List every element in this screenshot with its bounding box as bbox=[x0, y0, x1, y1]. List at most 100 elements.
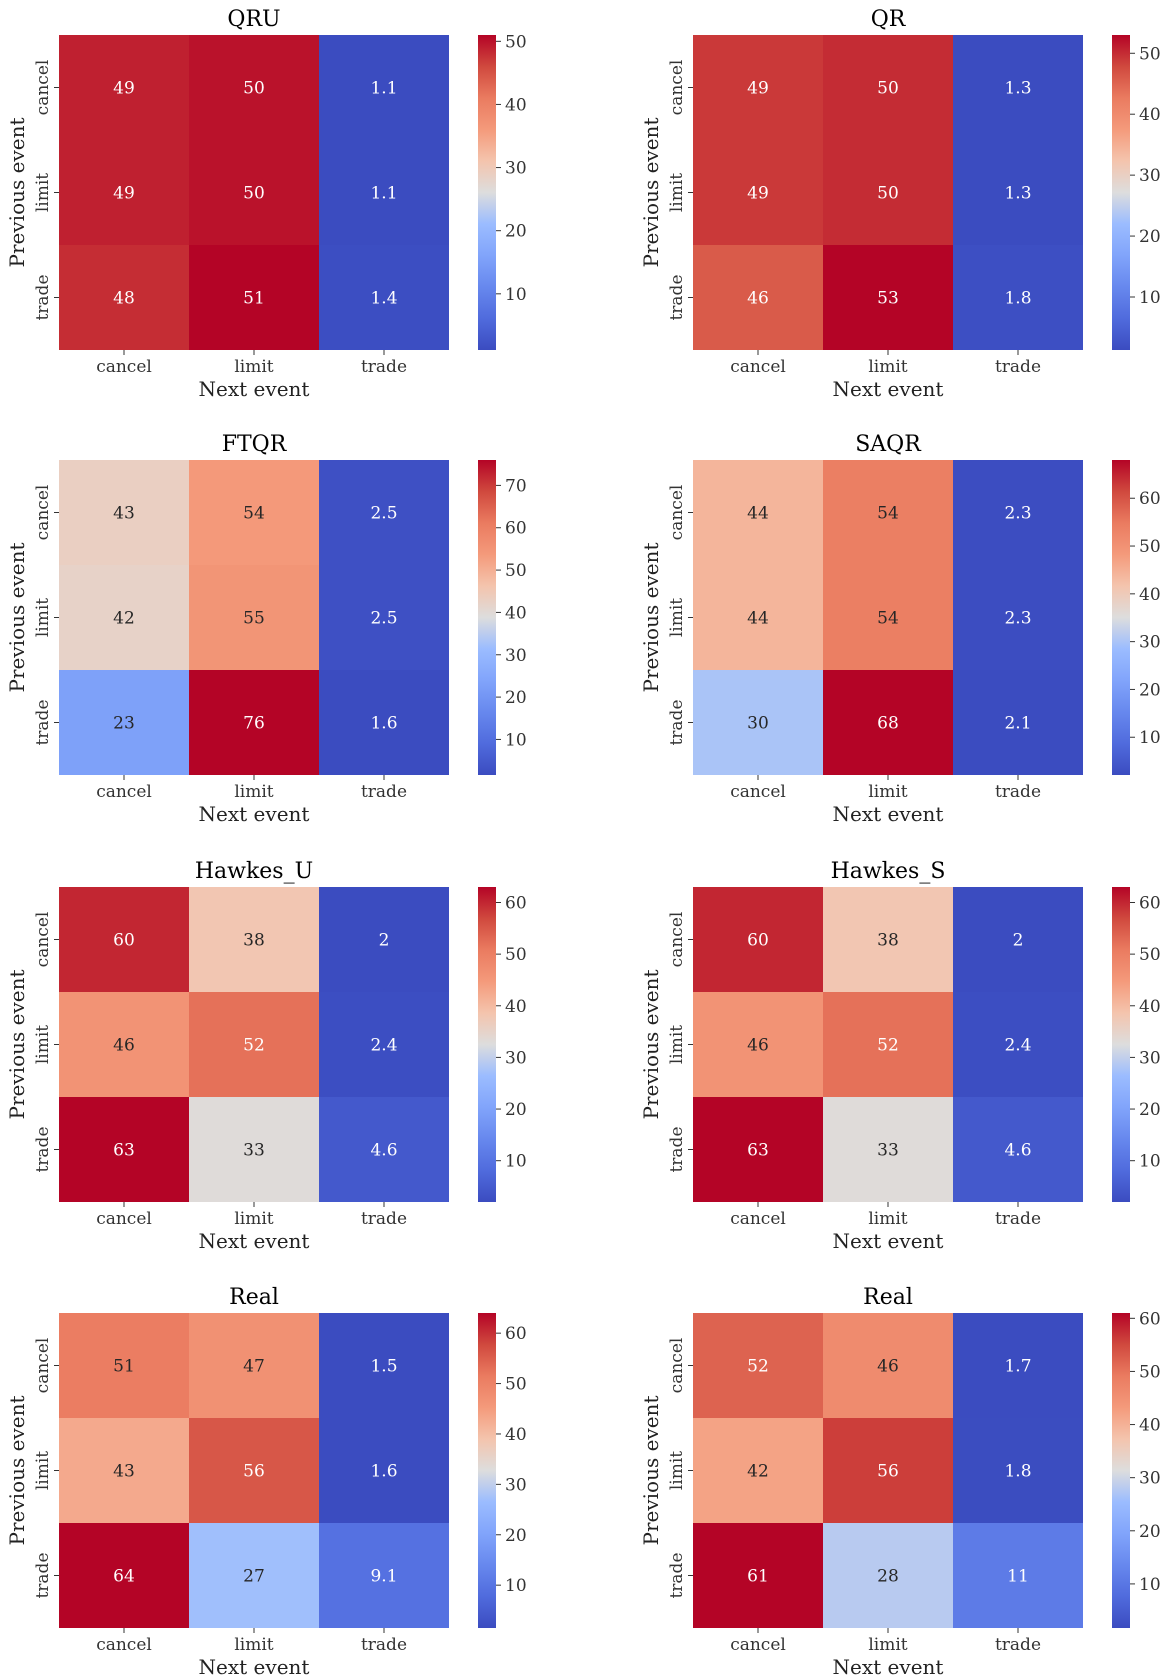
x-axis-label: Next event bbox=[833, 377, 944, 401]
cell-label: 48 bbox=[113, 289, 135, 309]
colorbar-tick-label: 20 bbox=[505, 688, 527, 708]
y-tick-label: limit bbox=[33, 1025, 53, 1064]
colorbar-tick-label: 20 bbox=[505, 222, 527, 242]
x-tick-label: limit bbox=[234, 1635, 273, 1655]
x-tick-label: trade bbox=[361, 1209, 407, 1229]
y-tick-label: cancel bbox=[33, 912, 53, 968]
cell-label: 2.4 bbox=[370, 1036, 397, 1056]
colorbar bbox=[1112, 1313, 1130, 1628]
x-tick-label: limit bbox=[234, 1209, 273, 1229]
colorbar-tick-label: 70 bbox=[505, 476, 527, 496]
y-axis-label: Previous event bbox=[639, 118, 663, 268]
colorbar-tick-label: 30 bbox=[1139, 166, 1161, 186]
heatmap-panel: QRU 49 50 1.1 49 50 1.1 48 51 1.4 cancel limit trade… bbox=[5, 7, 527, 401]
colorbar-tick-label: 10 bbox=[1139, 288, 1161, 308]
y-tick-label: trade bbox=[33, 1552, 53, 1598]
colorbar-tick-label: 30 bbox=[505, 1048, 527, 1068]
heatmap-cell bbox=[823, 460, 953, 565]
y-axis-label: Previous event bbox=[5, 543, 29, 693]
heatmap-cell bbox=[319, 140, 449, 245]
cell-label: 50 bbox=[877, 184, 899, 204]
colorbar-tick-label: 50 bbox=[1139, 1362, 1161, 1382]
cell-label: 38 bbox=[877, 931, 899, 951]
colorbar-tick-label: 30 bbox=[505, 646, 527, 666]
cell-label: 1.6 bbox=[370, 714, 397, 734]
x-tick-label: trade bbox=[995, 1209, 1041, 1229]
colorbar bbox=[1112, 887, 1130, 1202]
heatmap-cell bbox=[59, 670, 189, 775]
heatmap-cell bbox=[823, 140, 953, 245]
heatmap-cell bbox=[953, 245, 1083, 350]
cell-label: 61 bbox=[747, 1567, 769, 1587]
cell-label: 68 bbox=[877, 714, 899, 734]
y-axis-label: Previous event bbox=[639, 970, 663, 1120]
heatmap-cell bbox=[953, 565, 1083, 670]
heatmap-cell bbox=[823, 887, 953, 992]
colorbar-tick-label: 40 bbox=[1139, 997, 1161, 1017]
cell-label: 1.1 bbox=[370, 184, 397, 204]
colorbar-tick-label: 30 bbox=[1139, 633, 1161, 653]
heatmap-cell bbox=[189, 565, 319, 670]
cell-label: 2.5 bbox=[370, 504, 397, 524]
heatmap-cell bbox=[59, 35, 189, 140]
heatmap-cell bbox=[693, 1523, 823, 1628]
cell-label: 42 bbox=[747, 1462, 769, 1482]
heatmap-title: FTQR bbox=[222, 432, 288, 457]
heatmap-cell bbox=[59, 140, 189, 245]
x-axis-label: Next event bbox=[199, 1229, 310, 1253]
colorbar-tick-label: 60 bbox=[1139, 893, 1161, 913]
cell-label: 49 bbox=[113, 184, 135, 204]
colorbar-tick-label: 60 bbox=[505, 519, 527, 539]
heatmap-cell bbox=[189, 887, 319, 992]
x-tick-label: cancel bbox=[730, 1635, 786, 1655]
heatmap-cell bbox=[189, 1313, 319, 1418]
cell-label: 49 bbox=[747, 79, 769, 99]
cell-label: 50 bbox=[243, 79, 265, 99]
heatmap-cell bbox=[59, 1097, 189, 1202]
heatmap-cell bbox=[823, 1097, 953, 1202]
cell-label: 63 bbox=[747, 1141, 769, 1161]
y-tick-label: cancel bbox=[667, 60, 687, 116]
heatmap-cell bbox=[823, 245, 953, 350]
cell-label: 33 bbox=[243, 1141, 265, 1161]
heatmap-cell bbox=[693, 35, 823, 140]
heatmap-title: Hawkes_U bbox=[195, 859, 313, 884]
colorbar-tick-label: 50 bbox=[505, 32, 527, 52]
heatmap-cell bbox=[823, 1418, 953, 1523]
y-axis-label: Previous event bbox=[5, 118, 29, 268]
heatmap-title: QR bbox=[871, 7, 907, 32]
colorbar-tick-label: 60 bbox=[1139, 489, 1161, 509]
x-axis-label: Next event bbox=[199, 1655, 310, 1679]
y-tick-label: cancel bbox=[33, 1338, 53, 1394]
colorbar-tick-label: 60 bbox=[505, 893, 527, 913]
heatmap-cell bbox=[319, 887, 449, 992]
cell-label: 1.3 bbox=[1004, 79, 1031, 99]
colorbar-tick-label: 20 bbox=[505, 1100, 527, 1120]
heatmap-cell bbox=[319, 1313, 449, 1418]
cell-label: 43 bbox=[113, 504, 135, 524]
cell-label: 52 bbox=[243, 1036, 265, 1056]
heatmap-cell bbox=[953, 140, 1083, 245]
heatmap-title: Real bbox=[863, 1285, 913, 1310]
cell-label: 2.3 bbox=[1004, 609, 1031, 629]
heatmap-title: QRU bbox=[227, 7, 280, 32]
heatmap-cell bbox=[189, 992, 319, 1097]
cell-label: 44 bbox=[747, 609, 769, 629]
heatmap-cell bbox=[693, 1418, 823, 1523]
y-tick-label: trade bbox=[33, 1126, 53, 1172]
y-tick-label: trade bbox=[667, 274, 687, 320]
cell-label: 4.6 bbox=[1004, 1141, 1031, 1161]
colorbar-tick-label: 10 bbox=[505, 285, 527, 305]
heatmap-cell bbox=[823, 565, 953, 670]
heatmap-cell bbox=[319, 992, 449, 1097]
heatmap-panel: Real 51 47 1.5 43 56 1.6 64 27 9.1 cancel limit trad… bbox=[5, 1285, 527, 1679]
colorbar-tick-label: 10 bbox=[505, 1152, 527, 1172]
colorbar-tick-label: 50 bbox=[1139, 537, 1161, 557]
heatmap-cell bbox=[823, 35, 953, 140]
colorbar-tick-label: 50 bbox=[505, 561, 527, 581]
heatmap-cell bbox=[59, 245, 189, 350]
cell-label: 47 bbox=[243, 1357, 265, 1377]
colorbar-tick-label: 60 bbox=[1139, 1309, 1161, 1329]
colorbar bbox=[478, 35, 496, 350]
